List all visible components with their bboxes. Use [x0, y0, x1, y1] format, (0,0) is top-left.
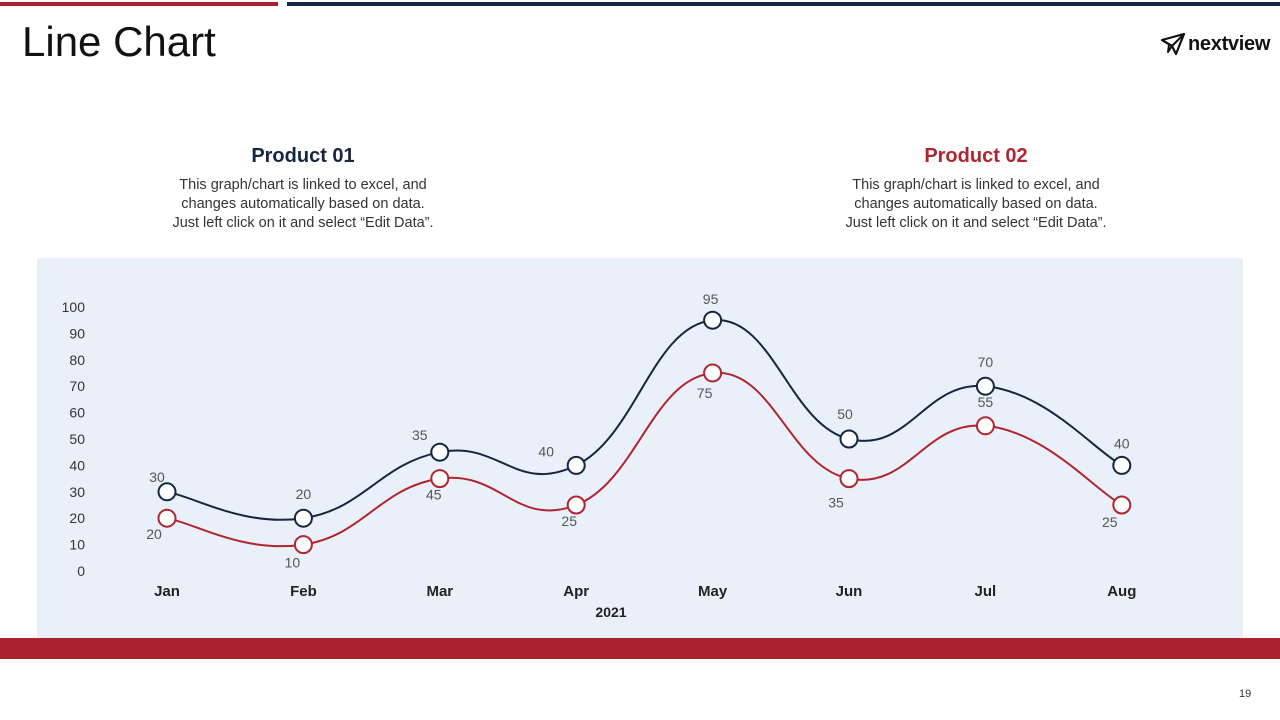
data-point-marker [293, 508, 313, 528]
product-01-desc-line: This graph/chart is linked to excel, and [179, 177, 427, 193]
data-point-marker [157, 508, 177, 528]
product-02-desc-line: This graph/chart is linked to excel, and [852, 177, 1100, 193]
x-tick-label: Feb [290, 583, 317, 600]
y-tick-label: 50 [69, 431, 85, 447]
line-chart: 0 10 20 30 40 50 60 70 80 90 100 Jan Feb Mar Apr May Jun… [62, 291, 1137, 620]
data-point-marker [1112, 495, 1132, 515]
y-tick-label: 60 [69, 405, 85, 421]
data-label: 45 [426, 487, 442, 503]
data-label: 20 [296, 486, 312, 502]
data-point-marker [975, 376, 995, 396]
x-tick-label: Apr [563, 583, 589, 600]
y-tick-label: 10 [69, 537, 85, 553]
top-accent-bar-navy [287, 2, 1280, 6]
data-point-marker [430, 469, 450, 489]
y-tick-label: 70 [69, 378, 85, 394]
product-02-description: This graph/chart is linked to excel, and… [816, 176, 1136, 233]
series-line-2 [166, 371, 1123, 548]
product-01-block: Product 01 This graph/chart is linked to… [143, 145, 463, 233]
data-label: 10 [285, 555, 301, 571]
y-tick-label: 30 [69, 484, 85, 500]
data-label: 40 [538, 443, 554, 459]
bottom-accent-bar [0, 638, 1280, 659]
data-point-marker [1112, 455, 1132, 475]
logo: nextview [1160, 30, 1270, 58]
y-tick-label: 90 [69, 325, 85, 341]
product-02-desc-line: Just left click on it and select “Edit D… [845, 215, 1107, 231]
x-tick-label: Jul [975, 583, 997, 600]
y-tick-label: 100 [62, 299, 86, 315]
x-tick-label: May [698, 583, 728, 600]
data-label: 40 [1114, 435, 1130, 451]
data-point-marker [566, 495, 586, 515]
x-tick-label: Jun [836, 583, 863, 600]
series-line-1 [166, 319, 1123, 521]
data-label: 70 [978, 354, 994, 370]
data-point-marker [703, 363, 723, 383]
paper-plane-icon [1160, 32, 1186, 56]
y-tick-label: 80 [69, 352, 85, 368]
page-title: Line Chart [22, 18, 216, 65]
product-01-desc-line: Just left click on it and select “Edit D… [172, 215, 434, 231]
x-tick-label: Aug [1107, 583, 1136, 600]
data-point-marker [157, 482, 177, 502]
data-label: 75 [697, 385, 713, 401]
data-label: 30 [149, 469, 165, 485]
logo-text: nextview [1188, 32, 1271, 55]
y-tick-label: 0 [77, 563, 85, 579]
data-point-marker [839, 429, 859, 449]
product-01-title: Product 01 [251, 145, 355, 167]
y-tick-label: 20 [69, 510, 85, 526]
chart-panel: 0 10 20 30 40 50 60 70 80 90 100 Jan Feb Mar Apr May Jun… [37, 258, 1243, 640]
x-tick-label: Jan [154, 583, 180, 600]
page-number: 19 [1239, 688, 1252, 700]
data-label: 20 [146, 526, 162, 542]
data-label: 55 [978, 394, 994, 410]
data-label: 50 [837, 406, 853, 422]
data-point-marker [293, 535, 313, 555]
data-point-marker [430, 442, 450, 462]
data-point-marker [703, 310, 723, 330]
y-tick-label: 40 [69, 457, 85, 473]
product-01-description: This graph/chart is linked to excel, and… [143, 176, 463, 233]
x-axis-title: 2021 [595, 604, 626, 620]
data-point-marker [839, 469, 859, 489]
data-label: 25 [561, 513, 577, 529]
product-02-desc-line: changes automatically based on data. [854, 196, 1098, 212]
data-point-marker [975, 416, 995, 436]
data-point-marker [566, 455, 586, 475]
data-label: 35 [828, 495, 844, 511]
top-accent-bar-red [0, 2, 278, 6]
product-02-block: Product 02 This graph/chart is linked to… [816, 145, 1136, 233]
data-label: 35 [412, 427, 428, 443]
product-02-title: Product 02 [924, 145, 1028, 167]
data-label: 25 [1102, 514, 1118, 530]
x-tick-label: Mar [426, 583, 453, 600]
data-label: 95 [703, 291, 719, 307]
product-01-desc-line: changes automatically based on data. [181, 196, 425, 212]
